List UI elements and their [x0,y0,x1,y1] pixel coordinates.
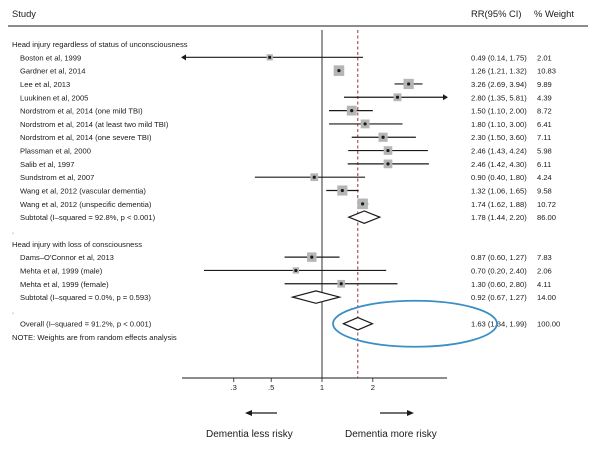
rr-ci-value: 1.30 (0.60, 2.80) [471,280,527,289]
rr-ci-value: 1.74 (1.62, 1.88) [471,200,527,209]
row-label-study: Salib et al, 1997 [20,160,74,169]
weight-value: 4.24 [537,173,552,182]
rr-ci-value: 2.30 (1.50, 3.60) [471,133,527,142]
rr-ci-value: 1.50 (1.10, 2.00) [471,107,527,116]
rr-ci-value: 3.26 (2.69, 3.94) [471,80,527,89]
row-label-overall: Overall (I–squared = 91.2%, p < 0.001) [20,320,152,329]
study-point-estimate [310,255,314,259]
overall-diamond [341,316,374,331]
row-label-note: NOTE: Weights are from random effects an… [12,333,177,342]
weight-value: 6.41 [537,120,552,129]
study-point-estimate [339,282,343,286]
rr-ci-value: 1.32 (1.06, 1.65) [471,187,527,196]
weight-value: 14.00 [537,293,556,302]
x-tick-label: .5 [268,383,274,392]
rr-ci-value: 2.46 (1.43, 4.24) [471,147,527,156]
weight-value: 4.11 [537,280,551,289]
rr-ci-value: 0.70 (0.20, 2.40) [471,266,527,275]
rr-ci-value: 2.80 (1.35, 5.81) [471,93,527,102]
row-label-study: Dams–O'Connor et al, 2013 [20,253,114,262]
row-label-study: Nordstrom et al, 2014 (one mild TBI) [20,107,143,116]
study-point-estimate [268,55,272,59]
rr-ci-value: 0.49 (0.14, 1.75) [471,53,527,62]
row-label-study: Plassman et al, 2000 [20,147,91,156]
study-point-estimate [360,202,365,206]
subtotal-diamond [347,210,382,225]
row-label-blank: . [12,226,14,235]
rr-ci-value: 0.90 (0.40, 1.80) [471,173,527,182]
rr-ci-value: 1.78 (1.44, 2.20) [471,213,527,222]
rr-ci-value: 0.92 (0.67, 1.27) [471,293,527,302]
rr-ci-value: 1.26 (1.21, 1.32) [471,67,527,76]
x-tick-label: 2 [371,383,375,392]
row-label-header: Head injury regardless of status of unco… [12,40,188,49]
row-label-study: Boston et al, 1999 [20,53,81,62]
weight-column-header: % Weight [534,8,574,19]
row-label-study: Wang et al, 2012 (unspecific dementia) [20,200,152,209]
study-point-estimate [395,95,400,99]
row-label-blank: . [12,306,14,315]
row-label-study: Wang et al, 2012 (vascular dementia) [20,187,146,196]
study-point-estimate [350,109,354,113]
row-label-header: Head injury with loss of consciousness [12,240,142,249]
overall-highlight-ellipse [332,299,498,348]
weight-value: 2.06 [537,266,552,275]
row-label-study: Nordstrom et al, 2014 (at least two mild… [20,120,169,129]
direction-label-less-risky: Dementia less risky [206,429,293,440]
weight-value: 7.11 [537,133,551,142]
rr-ci-value: 1.80 (1.10, 3.00) [471,120,527,129]
study-point-estimate [294,268,298,273]
weight-value: 100.00 [537,320,560,329]
study-column-header: Study [12,8,36,19]
weight-value: 9.58 [537,187,552,196]
x-tick-label: 1 [320,383,324,392]
weight-value: 5.98 [537,147,552,156]
study-point-estimate [386,148,390,153]
study-point-estimate [386,162,390,166]
x-tick-label: .3 [231,383,237,392]
row-label-study: Nordstrom et al, 2014 (one severe TBI) [20,133,152,142]
weight-value: 8.72 [537,107,552,116]
study-point-estimate [363,122,367,126]
subtotal-diamond [290,290,342,304]
weight-value: 4.39 [537,93,552,102]
weight-value: 10.72 [537,200,556,209]
direction-label-more-risky: Dementia more risky [345,429,437,440]
weight-value: 10.83 [537,67,556,76]
row-label-study: Lee et al, 2013 [20,80,70,89]
rr-ci-value: 1.63 (1.34, 1.99) [471,320,527,329]
study-point-estimate [407,82,411,86]
less-risky-arrow-head [245,410,252,416]
weight-value: 9.89 [537,80,552,89]
study-point-estimate [337,69,341,73]
more-risky-arrow-head [407,410,414,416]
row-label-subtotal: Subtotal (I–squared = 0.0%, p = 0.593) [20,293,151,302]
row-label-study: Sundstrom et al, 2007 [20,173,94,182]
row-label-study: Luukinen et al, 2005 [20,93,88,102]
weight-value: 6.11 [537,160,551,169]
row-label-subtotal: Subtotal (I–squared = 92.8%, p < 0.001) [20,213,156,222]
rr-ci-value: 0.87 (0.60, 1.27) [471,253,527,262]
rr-column-header: RR(95% CI) [471,8,522,19]
study-point-estimate [381,135,385,139]
ci-truncation-arrow-left [181,54,186,61]
weight-value: 86.00 [537,213,556,222]
row-label-study: Gardner et al, 2014 [20,67,85,76]
study-point-estimate [340,188,344,193]
weight-value: 2.01 [537,53,552,62]
weight-value: 7.83 [537,253,552,262]
row-label-study: Mehta et al, 1999 (male) [20,266,103,275]
row-label-study: Mehta et al, 1999 (female) [20,280,109,289]
study-point-estimate [312,175,316,179]
rr-ci-value: 2.46 (1.42, 4.30) [471,160,527,169]
ci-truncation-arrow-right [443,94,448,101]
